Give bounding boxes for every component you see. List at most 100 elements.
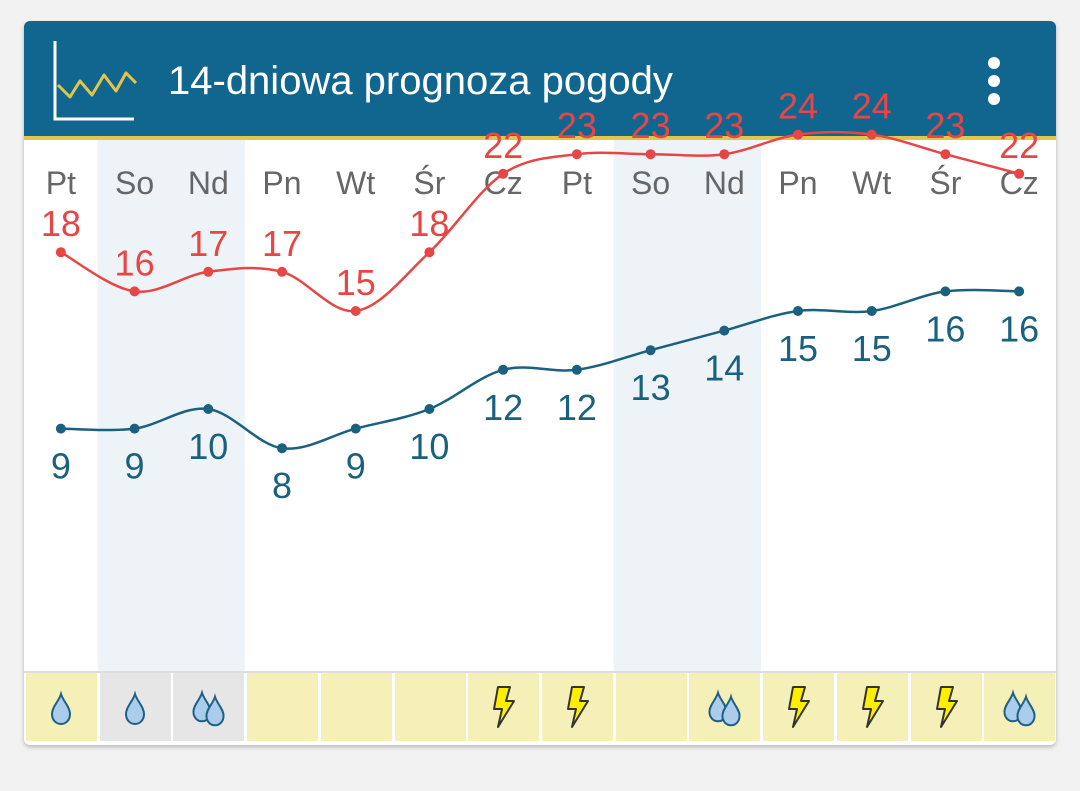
low-temp-point [424, 404, 435, 414]
low-temp-label: 9 [51, 446, 71, 487]
high-temp-point [866, 129, 877, 140]
weather-icons-row [24, 673, 1056, 745]
weather-cell [173, 673, 245, 741]
high-temp-label: 17 [188, 223, 228, 264]
low-temp-label: 8 [272, 465, 292, 506]
day-label: So [631, 165, 670, 201]
day-label: Śr [413, 165, 445, 201]
high-temp-label: 17 [262, 223, 302, 264]
day-label: Pt [46, 165, 76, 201]
low-temp-point [571, 364, 582, 375]
low-temp-point [129, 423, 140, 434]
rain-drop-icon [50, 690, 72, 726]
weather-cell [763, 673, 835, 741]
weather-cell [320, 673, 392, 741]
rain-drop-icon [124, 690, 145, 726]
heavy-rain-icon [1003, 689, 1036, 727]
more-vert-icon[interactable] [979, 53, 1009, 109]
high-temp-label: 23 [557, 105, 597, 146]
weather-cell [99, 673, 171, 741]
high-temp-point [350, 306, 361, 316]
high-temp-label: 24 [778, 86, 818, 127]
none [616, 673, 687, 741]
forecast-widget: 14-dniowa prognoza pogody Pt So Nd Pn Wt Śr Cz… [24, 21, 1056, 745]
high-temp-point [940, 149, 951, 160]
high-temp-label: 22 [483, 125, 523, 166]
low-temp-label: 9 [125, 446, 145, 487]
day-label: Wt [852, 165, 891, 201]
high-temp-point [424, 247, 435, 258]
low-temp-label: 12 [483, 387, 523, 428]
day-label: Pn [262, 165, 301, 201]
low-temp-label: 10 [188, 426, 228, 467]
high-temp-point [498, 168, 509, 179]
low-temp-label: 12 [557, 387, 597, 428]
low-temp-label: 15 [852, 328, 892, 369]
lightning-icon [788, 686, 811, 728]
high-temp-point [571, 149, 582, 160]
weather-cell [542, 673, 613, 741]
widget-title: 14-dniowa prognoza pogody [168, 59, 673, 103]
weekend-band [97, 140, 172, 673]
heavy-rain-icon [192, 689, 225, 727]
high-temp-point [203, 266, 214, 277]
weather-cell [984, 673, 1056, 741]
day-label: Pt [562, 165, 592, 201]
weather-cell [910, 673, 982, 741]
high-temp-point [793, 129, 803, 140]
heavy-rain-icon [708, 689, 741, 727]
day-label: Pn [778, 165, 817, 201]
high-temp-point [129, 286, 140, 297]
low-temp-label: 16 [999, 308, 1039, 349]
high-temp-label: 23 [704, 105, 744, 146]
high-temp-label: 16 [115, 242, 155, 283]
weather-cell [394, 673, 466, 741]
weather-cell [468, 673, 540, 741]
low-temp-label: 15 [778, 328, 818, 369]
high-temp-point [55, 247, 66, 258]
none [395, 673, 466, 741]
chart-line-icon [53, 41, 138, 121]
high-temp-label: 22 [999, 125, 1039, 166]
high-temp-point [645, 149, 656, 160]
high-temp-point [719, 149, 730, 160]
high-temp-label: 15 [336, 262, 376, 303]
low-temp-label: 9 [346, 446, 366, 487]
none [321, 673, 392, 741]
day-label: Nd [188, 165, 229, 201]
low-temp-point [940, 286, 951, 297]
low-temp-point [203, 404, 214, 414]
weather-cell [615, 673, 687, 741]
lightning-icon [935, 686, 958, 728]
high-temp-label: 18 [409, 203, 449, 244]
high-temp-point [277, 266, 287, 277]
weekend-band [613, 140, 688, 673]
high-temp-point [1014, 168, 1025, 179]
low-temp-label: 16 [925, 308, 965, 349]
low-temp-point [793, 306, 803, 316]
lightning-icon [567, 686, 589, 728]
weather-cell [247, 673, 319, 741]
high-temp-label: 24 [852, 86, 892, 127]
weather-cell [689, 673, 761, 741]
low-temp-point [645, 345, 656, 356]
low-temp-point [719, 325, 730, 336]
lightning-icon [493, 686, 516, 728]
weather-cell [836, 673, 908, 741]
widget-header: 14-dniowa prognoza pogody [24, 21, 1056, 140]
low-temp-label: 14 [704, 348, 744, 389]
high-temp-label: 23 [631, 105, 671, 146]
low-temp-point [55, 423, 66, 434]
low-temp-point [277, 443, 287, 454]
low-temp-point [1014, 286, 1025, 297]
day-label: Nd [704, 165, 745, 201]
day-label: Śr [929, 165, 961, 201]
weekend-band [687, 140, 762, 673]
lightning-icon [861, 686, 884, 728]
day-label: So [115, 165, 154, 201]
weather-cell [26, 673, 97, 741]
high-temp-label: 23 [925, 105, 965, 146]
low-temp-point [866, 306, 877, 316]
none [247, 673, 318, 741]
